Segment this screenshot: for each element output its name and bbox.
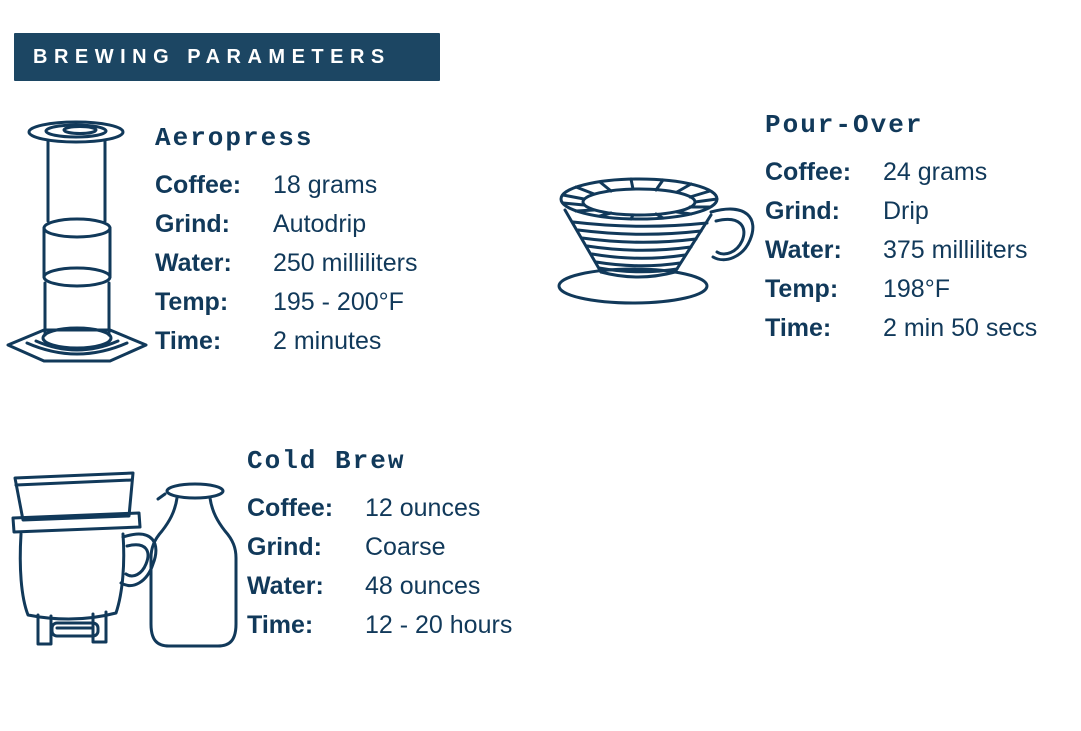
param-value: 12 ounces	[365, 494, 481, 522]
section-title-pour-over: Pour-Over	[765, 110, 924, 140]
param-list: Coffee: 24 grams Grind: Drip Water: 375 …	[765, 153, 1037, 348]
param-label: Water:	[155, 249, 232, 277]
param-row-water: Water: 375 milliliters	[765, 231, 1037, 270]
param-value: Drip	[883, 197, 929, 225]
param-value: Coarse	[365, 533, 446, 561]
param-row-coffee: Coffee: 12 ounces	[247, 489, 512, 528]
param-label: Coffee:	[155, 171, 242, 199]
param-label: Coffee:	[247, 494, 334, 522]
param-value: 195 - 200°F	[273, 288, 404, 316]
param-label: Time:	[155, 327, 222, 355]
param-list: Coffee: 18 grams Grind: Autodrip Water: …	[155, 166, 417, 361]
param-label: Water:	[765, 236, 842, 264]
param-label: Grind:	[765, 197, 840, 225]
param-list: Coffee: 12 ounces Grind: Coarse Water: 4…	[247, 489, 512, 645]
section-title-aeropress: Aeropress	[155, 123, 314, 153]
param-value: 18 grams	[273, 171, 378, 199]
param-label: Grind:	[247, 533, 322, 561]
param-row-temp: Temp: 198°F	[765, 270, 1037, 309]
param-row-time: Time: 12 - 20 hours	[247, 606, 512, 645]
param-label: Temp:	[155, 288, 229, 316]
cold-brew-brewer-icon	[11, 471, 238, 648]
header-badge: BREWING PARAMETERS	[14, 33, 440, 81]
param-row-time: Time: 2 minutes	[155, 322, 417, 361]
section-aeropress: Aeropress Coffee: 18 grams Grind: Autodr…	[155, 122, 417, 361]
pour-over-dripper-icon	[557, 177, 755, 305]
param-label: Temp:	[765, 275, 839, 303]
param-row-time: Time: 2 min 50 secs	[765, 309, 1037, 348]
param-value: 250 milliliters	[273, 249, 418, 277]
param-row-grind: Grind: Drip	[765, 192, 1037, 231]
param-label: Time:	[247, 611, 314, 639]
param-label: Grind:	[155, 210, 230, 238]
param-value: 24 grams	[883, 158, 988, 186]
param-label: Time:	[765, 314, 832, 342]
section-title-cold-brew: Cold Brew	[247, 446, 406, 476]
param-value: Autodrip	[273, 210, 367, 238]
param-label: Water:	[247, 572, 324, 600]
param-value: 12 - 20 hours	[365, 611, 513, 639]
param-row-temp: Temp: 195 - 200°F	[155, 283, 417, 322]
param-row-grind: Grind: Coarse	[247, 528, 512, 567]
param-value: 2 min 50 secs	[883, 314, 1038, 342]
section-pour-over: Pour-Over Coffee: 24 grams Grind: Drip W…	[765, 109, 1037, 348]
param-value: 48 ounces	[365, 572, 481, 600]
param-value: 375 milliliters	[883, 236, 1028, 264]
page-title: BREWING PARAMETERS	[33, 45, 391, 68]
param-row-coffee: Coffee: 18 grams	[155, 166, 417, 205]
param-row-water: Water: 250 milliliters	[155, 244, 417, 283]
param-row-water: Water: 48 ounces	[247, 567, 512, 606]
param-label: Coffee:	[765, 158, 852, 186]
param-row-grind: Grind: Autodrip	[155, 205, 417, 244]
param-value: 198°F	[883, 275, 950, 303]
section-cold-brew: Cold Brew Coffee: 12 ounces Grind: Coars…	[247, 445, 512, 645]
param-value: 2 minutes	[273, 327, 382, 355]
aeropress-icon	[6, 120, 148, 363]
param-row-coffee: Coffee: 24 grams	[765, 153, 1037, 192]
